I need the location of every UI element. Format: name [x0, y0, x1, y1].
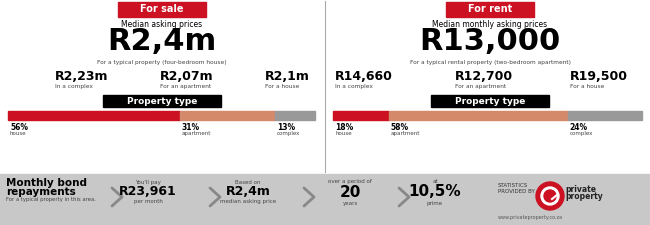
Text: For a house: For a house [265, 84, 300, 89]
Text: 10,5%: 10,5% [409, 183, 462, 198]
Text: apartment: apartment [182, 130, 211, 135]
Bar [568, 112, 642, 120]
Text: For an apartment: For an apartment [160, 84, 211, 89]
Text: years: years [343, 200, 358, 205]
Text: R2,23m: R2,23m [55, 70, 109, 83]
Circle shape [536, 182, 564, 210]
Text: For a typical property (four-bedroom house): For a typical property (four-bedroom hou… [98, 60, 227, 65]
Bar [180, 112, 275, 120]
Bar [8, 112, 180, 120]
Text: R2,4m: R2,4m [107, 27, 216, 56]
Circle shape [544, 190, 556, 202]
Text: Median asking prices: Median asking prices [122, 20, 203, 29]
Text: repayments: repayments [6, 186, 76, 196]
Bar [103, 96, 221, 108]
Text: 20: 20 [339, 184, 361, 199]
Text: For a typical rental property (two-bedroom apartment): For a typical rental property (two-bedro… [410, 60, 571, 65]
Text: R23,961: R23,961 [119, 184, 177, 197]
Text: at: at [432, 178, 438, 183]
Text: median asking price: median asking price [220, 198, 276, 203]
Bar [118, 3, 206, 18]
Text: 31%: 31% [182, 122, 200, 131]
Text: Based on: Based on [235, 179, 261, 184]
Text: house: house [335, 130, 352, 135]
Text: 58%: 58% [391, 122, 409, 131]
Text: Property type: Property type [455, 97, 525, 106]
Text: For sale: For sale [140, 4, 184, 14]
Text: www.privateproperty.co.za: www.privateproperty.co.za [498, 214, 563, 219]
Text: Property type: Property type [127, 97, 197, 106]
Text: over a period of: over a period of [328, 178, 372, 183]
Text: 13%: 13% [277, 122, 295, 131]
Text: apartment: apartment [391, 130, 420, 135]
Text: per month: per month [133, 198, 162, 203]
Text: complex: complex [570, 130, 593, 135]
Text: R12,700: R12,700 [455, 70, 513, 83]
Text: For a house: For a house [570, 84, 604, 89]
Text: R19,500: R19,500 [570, 70, 628, 83]
Text: 56%: 56% [10, 122, 28, 131]
Text: Median monthly asking prices: Median monthly asking prices [432, 20, 547, 29]
Text: You'll pay: You'll pay [135, 179, 161, 184]
Text: For an apartment: For an apartment [455, 84, 506, 89]
Text: R14,660: R14,660 [335, 70, 393, 83]
Text: In a complex: In a complex [335, 84, 373, 89]
Circle shape [541, 187, 559, 205]
Bar [446, 3, 534, 18]
Text: Monthly bond: Monthly bond [6, 177, 87, 187]
Bar [333, 112, 389, 120]
Text: R2,07m: R2,07m [160, 70, 214, 83]
Text: 24%: 24% [570, 122, 588, 131]
Text: R13,000: R13,000 [419, 27, 560, 56]
Text: R2,4m: R2,4m [226, 184, 270, 197]
Bar [389, 112, 568, 120]
Bar [0, 174, 650, 225]
Text: prime: prime [427, 200, 443, 205]
Text: private: private [565, 184, 596, 193]
Text: For rent: For rent [468, 4, 512, 14]
Bar [275, 112, 315, 120]
Text: R2,1m: R2,1m [265, 70, 310, 83]
Text: PROVIDED BY: PROVIDED BY [498, 188, 535, 193]
Text: house: house [10, 130, 27, 135]
Text: STATISTICS: STATISTICS [498, 182, 528, 187]
Text: property: property [565, 191, 603, 200]
Text: For a typical property in this area.: For a typical property in this area. [6, 196, 96, 201]
Text: 18%: 18% [335, 122, 353, 131]
Text: complex: complex [277, 130, 300, 135]
Text: In a complex: In a complex [55, 84, 93, 89]
Bar [431, 96, 549, 108]
